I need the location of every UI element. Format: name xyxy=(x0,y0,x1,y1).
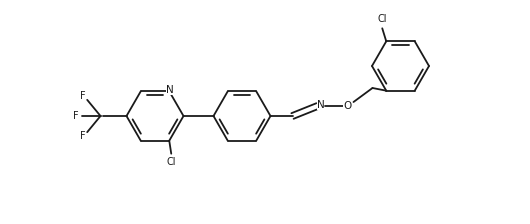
Text: N: N xyxy=(166,85,174,95)
Text: Cl: Cl xyxy=(166,157,176,167)
Text: Cl: Cl xyxy=(377,14,387,24)
Text: F: F xyxy=(81,91,86,101)
Text: F: F xyxy=(73,111,78,121)
Text: F: F xyxy=(81,131,86,141)
Text: O: O xyxy=(343,101,351,111)
Text: N: N xyxy=(316,100,324,110)
